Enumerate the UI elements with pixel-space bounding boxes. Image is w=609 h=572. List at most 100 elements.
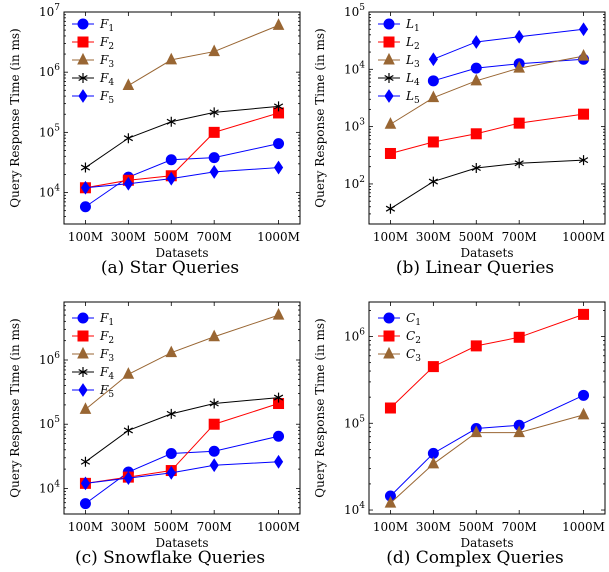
series-line bbox=[433, 28, 584, 60]
series-line bbox=[390, 113, 584, 154]
panel-caption: (a) Star Queries bbox=[101, 258, 239, 278]
legend-label-subscript: 3 bbox=[108, 60, 114, 70]
legend-label-name: F bbox=[99, 347, 109, 361]
series-F5 bbox=[80, 160, 284, 195]
x-tick-label: 300M bbox=[416, 230, 451, 244]
legend-label-name: C bbox=[406, 311, 415, 325]
legend-label-subscript: 3 bbox=[414, 60, 420, 70]
data-point bbox=[427, 90, 440, 103]
legend-label-subscript: 2 bbox=[108, 42, 114, 52]
data-point bbox=[273, 392, 284, 403]
data-point bbox=[273, 101, 284, 112]
data-point bbox=[273, 160, 284, 175]
legend-label-name: F bbox=[99, 17, 109, 31]
y-tick-label-exponent: 6 bbox=[54, 63, 60, 73]
data-point bbox=[80, 476, 91, 491]
legend-label-subscript: 1 bbox=[414, 24, 420, 34]
data-point bbox=[470, 128, 482, 140]
data-point bbox=[166, 408, 176, 419]
series-F3 bbox=[122, 18, 285, 91]
data-point bbox=[208, 152, 220, 164]
data-point bbox=[123, 471, 133, 485]
data-point bbox=[166, 116, 176, 127]
legend-marker bbox=[77, 52, 89, 65]
legend-label: F1 bbox=[99, 17, 114, 34]
data-point bbox=[385, 203, 396, 214]
x-tick-label: 100M bbox=[373, 520, 408, 534]
y-tick-label-base: 10 bbox=[39, 417, 54, 431]
series-L5 bbox=[428, 22, 589, 67]
data-point bbox=[165, 154, 177, 166]
data-point bbox=[208, 418, 220, 430]
data-point bbox=[272, 307, 285, 320]
x-tick-label: 700M bbox=[502, 230, 537, 244]
legend-label-subscript: 3 bbox=[415, 354, 421, 364]
legend-label-subscript: 5 bbox=[108, 390, 114, 400]
legend-marker bbox=[383, 346, 395, 359]
y-tick-label-exponent: 4 bbox=[54, 184, 60, 194]
y-tick-label: 104 bbox=[344, 501, 365, 517]
y-axis-label: Query Response Time (in ms) bbox=[8, 28, 22, 207]
plot-frame bbox=[368, 301, 606, 515]
data-point bbox=[79, 402, 92, 414]
y-tick-label-base: 10 bbox=[39, 481, 54, 495]
data-point bbox=[513, 331, 525, 343]
legend-label-name: F bbox=[99, 311, 109, 325]
legend-label-name: L bbox=[405, 17, 414, 31]
data-point bbox=[470, 62, 482, 74]
data-point bbox=[384, 402, 396, 414]
legend-label-name: F bbox=[99, 35, 109, 49]
legend-label: F5 bbox=[99, 89, 114, 106]
series-L3 bbox=[384, 48, 590, 129]
legend-marker bbox=[77, 330, 89, 342]
legend-label-subscript: 2 bbox=[414, 42, 420, 52]
data-point bbox=[470, 73, 483, 86]
data-point bbox=[209, 458, 219, 473]
legend-label: F2 bbox=[99, 35, 114, 52]
data-point bbox=[272, 18, 285, 30]
legend-label: L5 bbox=[405, 89, 420, 106]
data-point bbox=[273, 138, 285, 150]
data-point bbox=[514, 29, 524, 44]
series-C3 bbox=[384, 407, 590, 508]
y-tick-label: 106 bbox=[39, 63, 60, 79]
series-F4 bbox=[80, 392, 284, 467]
x-tick-label: 700M bbox=[197, 230, 232, 244]
data-point bbox=[384, 147, 396, 159]
x-tick-label: 300M bbox=[416, 520, 451, 534]
legend-label-subscript: 1 bbox=[415, 318, 421, 328]
legend-label: F3 bbox=[99, 347, 114, 364]
x-tick-label: 500M bbox=[459, 230, 494, 244]
data-point bbox=[165, 345, 178, 358]
data-point bbox=[427, 75, 439, 87]
legend-label-subscript: 4 bbox=[108, 78, 114, 88]
legend-label: C3 bbox=[406, 347, 421, 364]
legend-label: L2 bbox=[405, 35, 420, 52]
data-point bbox=[470, 340, 482, 352]
legend-label: C2 bbox=[406, 329, 421, 346]
x-axis-label: Datasets bbox=[156, 246, 209, 260]
panel-caption: (d) Complex Queries bbox=[386, 548, 564, 568]
series-line bbox=[390, 159, 584, 210]
y-tick-label: 102 bbox=[344, 175, 365, 191]
data-point bbox=[578, 389, 590, 401]
data-point bbox=[513, 425, 525, 438]
data-point bbox=[166, 171, 176, 186]
series-line bbox=[433, 58, 584, 82]
series-C2 bbox=[384, 308, 590, 414]
data-point bbox=[165, 52, 178, 65]
y-tick-label: 104 bbox=[39, 184, 60, 200]
legend-label-subscript: 3 bbox=[108, 354, 114, 364]
data-point bbox=[427, 361, 439, 373]
series-line bbox=[85, 143, 279, 208]
data-point bbox=[80, 456, 91, 467]
x-tick-label: 1000M bbox=[562, 520, 605, 534]
data-point bbox=[578, 308, 590, 320]
plot-frame bbox=[63, 11, 301, 225]
panel-caption: (b) Linear Queries bbox=[396, 258, 554, 278]
y-tick-label-base: 10 bbox=[39, 5, 54, 19]
legend-label-name: F bbox=[99, 71, 109, 85]
y-tick-label: 103 bbox=[344, 118, 365, 134]
